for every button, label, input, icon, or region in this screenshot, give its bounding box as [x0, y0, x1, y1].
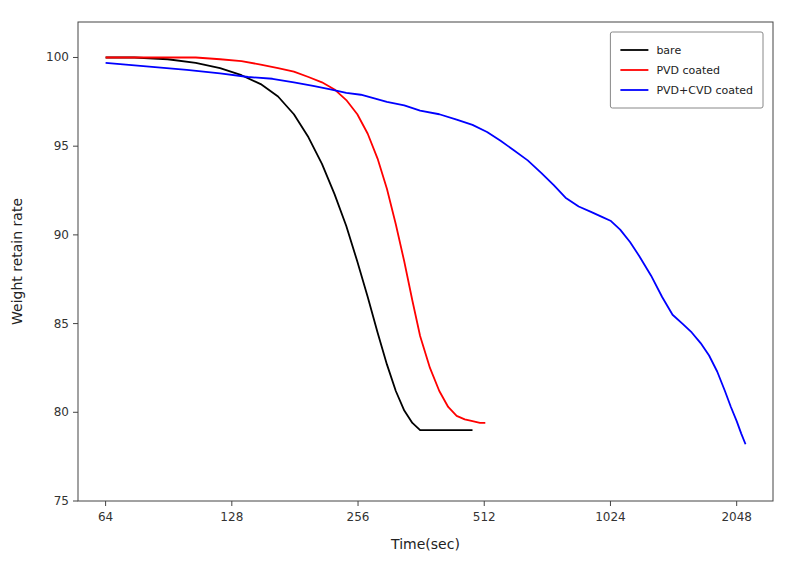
legend-box — [610, 32, 763, 108]
x-tick-label: 2048 — [721, 510, 752, 524]
x-axis-label: Time(sec) — [390, 536, 460, 552]
chart-container: 64 128 256 512 1024 2048 75 80 85 90 95 100 Time(sec… — [0, 0, 795, 563]
x-tick — [231, 501, 232, 506]
y-tick-label: 90 — [54, 228, 69, 242]
series-lines — [106, 57, 746, 444]
x-tick-label: 64 — [98, 510, 113, 524]
legend-label: PVD+CVD coated — [656, 84, 753, 97]
legend-swatch — [620, 49, 648, 51]
y-tick-label: 75 — [54, 494, 69, 508]
x-tick — [736, 501, 737, 506]
y-tick-label: 80 — [54, 405, 69, 419]
y-tick-label: 85 — [54, 317, 69, 331]
y-tick — [73, 146, 78, 147]
y-tick — [73, 323, 78, 324]
y-tick — [73, 412, 78, 413]
x-tick-label: 1024 — [595, 510, 626, 524]
x-tick — [610, 501, 611, 506]
plot-frame — [78, 22, 773, 501]
chart: 64 128 256 512 1024 2048 75 80 85 90 95 100 Time(sec… — [0, 0, 795, 563]
legend-label: PVD coated — [656, 64, 720, 77]
legend-swatch — [620, 89, 648, 91]
y-tick — [73, 57, 78, 58]
legend: bare PVD coated PVD+CVD coated — [610, 32, 763, 108]
x-tick-label: 256 — [347, 510, 370, 524]
x-tick — [358, 501, 359, 506]
y-tick-label: 100 — [46, 50, 69, 64]
x-tick-label: 128 — [220, 510, 243, 524]
x-tick — [105, 501, 106, 506]
x-tick — [484, 501, 485, 506]
y-axis: 75 80 85 90 95 100 — [46, 50, 78, 508]
series-line — [106, 63, 746, 444]
y-tick — [73, 234, 78, 235]
y-tick — [73, 501, 78, 502]
legend-label: bare — [656, 44, 681, 57]
plot-background — [78, 22, 773, 501]
y-tick-label: 95 — [54, 139, 69, 153]
series-line — [106, 57, 473, 430]
legend-swatch — [620, 69, 648, 71]
y-axis-label: Weight retain rate — [9, 198, 25, 325]
x-axis: 64 128 256 512 1024 2048 — [98, 501, 752, 524]
x-tick-label: 512 — [473, 510, 496, 524]
